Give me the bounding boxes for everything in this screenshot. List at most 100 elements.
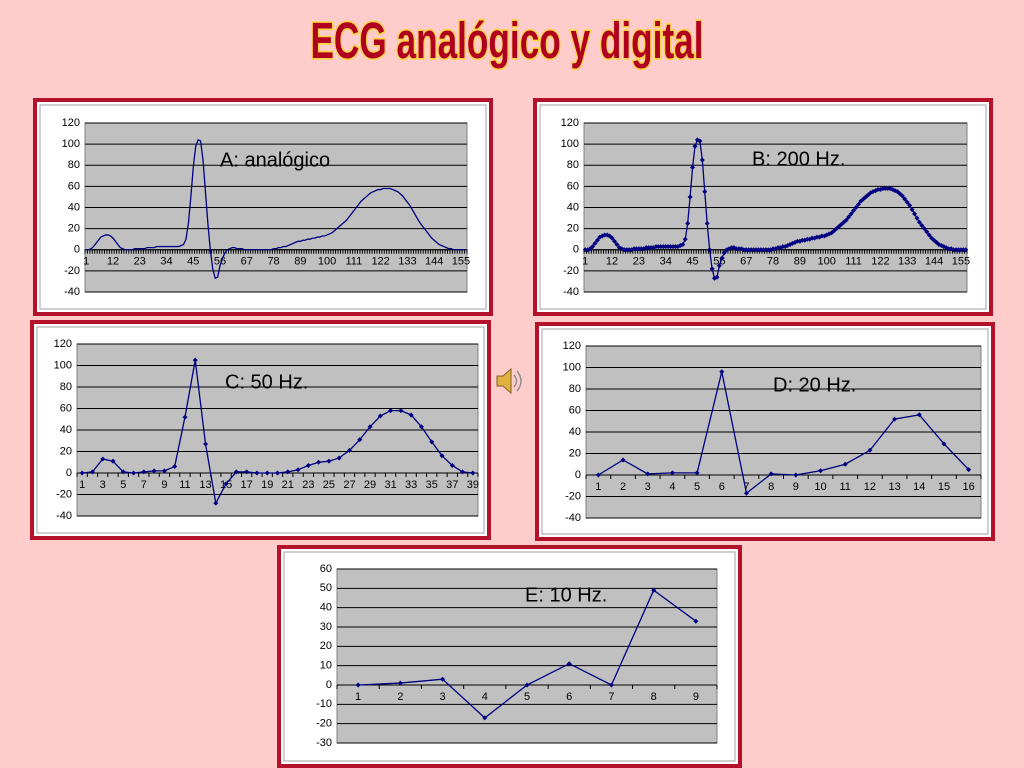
- x-tick-label: 1: [582, 256, 588, 268]
- y-tick-label: 120: [54, 338, 72, 350]
- data-marker: [595, 472, 601, 478]
- data-marker: [244, 469, 250, 475]
- x-tick-label: 7: [141, 479, 147, 491]
- y-tick-label: 100: [54, 359, 72, 371]
- data-marker: [848, 211, 854, 217]
- data-marker: [89, 469, 95, 475]
- data-marker: [449, 462, 455, 468]
- data-marker: [892, 416, 898, 422]
- data-marker: [182, 414, 188, 420]
- data-marker: [100, 456, 106, 462]
- chart-annotation: D: 20 Hz.: [773, 374, 856, 396]
- y-tick-label: 10: [320, 660, 332, 672]
- data-marker: [172, 464, 178, 470]
- y-tick-label: -20: [563, 265, 579, 277]
- y-tick-label: 40: [569, 426, 581, 438]
- speaker-waves[interactable]: [513, 370, 522, 392]
- x-tick-label: 122: [371, 256, 389, 268]
- speaker-body[interactable]: [496, 367, 512, 395]
- x-tick-label: 100: [318, 256, 336, 268]
- x-tick-label: 37: [446, 479, 458, 491]
- y-tick-label: -40: [565, 512, 581, 524]
- x-tick-label: 4: [669, 481, 675, 493]
- data-marker: [916, 219, 922, 225]
- y-tick-label: 20: [320, 640, 332, 652]
- chart-panel: -30 -20 -10 0 10 20 30 40 50 60 1 2 3 4 5 6 7 8 9 E: 10 Hz.: [277, 545, 742, 768]
- data-marker: [693, 618, 699, 624]
- chart-panel: -40-200204060801001201357911131517192123…: [30, 320, 491, 540]
- x-tick-label: 2: [397, 691, 403, 703]
- data-marker: [377, 413, 383, 419]
- data-marker: [326, 458, 332, 464]
- data-marker: [709, 266, 715, 272]
- data-marker: [305, 462, 311, 468]
- y-tick-label: 0: [74, 244, 80, 256]
- x-tick-label: 7: [608, 691, 614, 703]
- x-tick-label: 5: [120, 479, 126, 491]
- x-tick-label: 67: [241, 256, 253, 268]
- x-tick-label: 35: [426, 479, 438, 491]
- data-marker: [851, 208, 857, 214]
- y-tick-label: -40: [563, 286, 579, 298]
- y-tick-label: 80: [68, 159, 80, 171]
- x-tick-label: 133: [898, 256, 916, 268]
- data-marker: [151, 468, 157, 474]
- panel-inner-border: [541, 328, 989, 535]
- data-marker: [843, 217, 849, 223]
- data-marker: [295, 467, 301, 473]
- data-marker: [902, 196, 908, 202]
- x-tick-label: 6: [719, 481, 725, 493]
- data-marker: [594, 237, 600, 243]
- data-marker: [79, 470, 85, 476]
- y-tick-label: 50: [320, 582, 332, 594]
- data-marker: [842, 461, 848, 467]
- chart-annotation: A: analógico: [220, 149, 330, 171]
- x-tick-label: 15: [938, 481, 950, 493]
- y-tick-label: -20: [565, 490, 581, 502]
- data-marker: [768, 471, 774, 477]
- data-marker: [924, 229, 930, 235]
- x-tick-label: 8: [651, 691, 657, 703]
- data-marker: [203, 441, 209, 447]
- x-tick-label: 111: [345, 256, 362, 268]
- data-marker: [470, 470, 476, 476]
- y-tick-label: 20: [60, 445, 72, 457]
- data-marker: [440, 676, 446, 682]
- data-marker: [719, 255, 725, 261]
- data-marker: [592, 240, 598, 246]
- x-tick-label: 9: [161, 479, 167, 491]
- data-marker: [818, 468, 824, 474]
- data-marker: [692, 143, 698, 149]
- y-tick-label: 60: [68, 180, 80, 192]
- x-tick-label: 11: [179, 479, 190, 491]
- y-tick-label: 80: [569, 383, 581, 395]
- speaker-icon[interactable]: [496, 367, 522, 395]
- x-tick-label: 12: [107, 256, 119, 268]
- x-tick-label: 9: [793, 481, 799, 493]
- data-marker: [608, 682, 614, 688]
- panel-inner-border: [39, 104, 487, 310]
- data-marker: [482, 715, 488, 721]
- x-tick-label: 111: [845, 256, 862, 268]
- data-marker: [914, 215, 920, 221]
- x-tick-label: 155: [452, 256, 470, 268]
- x-tick-label: 56: [214, 256, 226, 268]
- data-marker: [899, 193, 905, 199]
- x-tick-label: 5: [694, 481, 700, 493]
- y-tick-label: 40: [320, 602, 332, 614]
- x-tick-label: 144: [925, 256, 943, 268]
- x-tick-label: 7: [743, 481, 749, 493]
- data-marker: [687, 194, 693, 200]
- data-marker: [357, 437, 363, 443]
- data-marker: [793, 472, 799, 478]
- x-tick-label: 33: [405, 479, 417, 491]
- data-marker: [398, 408, 404, 414]
- x-tick-label: 45: [187, 256, 199, 268]
- chart-annotation: E: 10 Hz.: [525, 584, 607, 606]
- slide-title: ECG analógico y digital: [310, 14, 703, 70]
- x-tick-label: 16: [963, 481, 975, 493]
- data-marker: [161, 468, 167, 474]
- y-tick-label: 120: [563, 340, 581, 352]
- data-marker: [429, 439, 435, 445]
